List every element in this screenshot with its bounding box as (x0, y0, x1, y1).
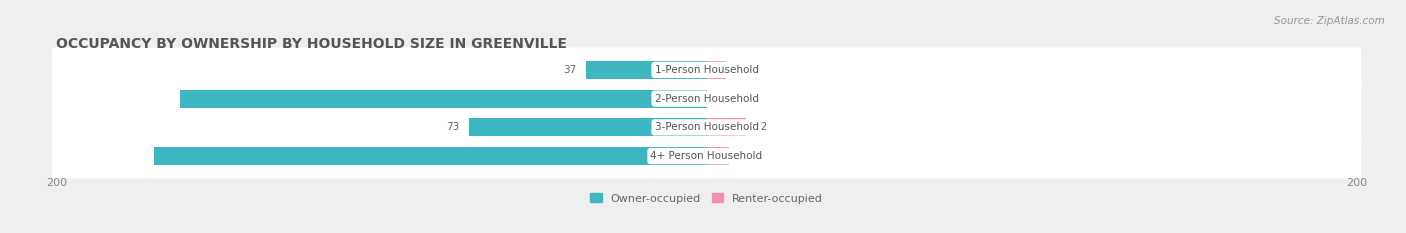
Bar (707, 61, 725, 79)
Text: Source: ZipAtlas.com: Source: ZipAtlas.com (1274, 16, 1385, 26)
Bar (707, 147, 730, 165)
Bar (586, 61, 707, 79)
Bar (470, 118, 707, 136)
Text: 37: 37 (564, 65, 576, 75)
Text: 1-Person Household: 1-Person Household (655, 65, 758, 75)
Text: 73: 73 (446, 122, 460, 132)
Bar (180, 90, 707, 108)
Text: 7: 7 (740, 151, 745, 161)
Bar (153, 147, 707, 165)
FancyBboxPatch shape (52, 105, 1361, 150)
Text: 6: 6 (735, 65, 742, 75)
Text: 12: 12 (755, 122, 769, 132)
Text: 162: 162 (681, 94, 702, 104)
FancyBboxPatch shape (52, 48, 1361, 92)
FancyBboxPatch shape (52, 76, 1361, 121)
Text: 0: 0 (716, 94, 723, 104)
Text: 4+ Person Household: 4+ Person Household (651, 151, 762, 161)
FancyBboxPatch shape (52, 134, 1361, 178)
Legend: Owner-occupied, Renter-occupied: Owner-occupied, Renter-occupied (591, 193, 823, 204)
Text: 3-Person Household: 3-Person Household (655, 122, 758, 132)
Text: 2-Person Household: 2-Person Household (655, 94, 758, 104)
Text: 170: 170 (679, 151, 700, 161)
Bar (707, 118, 745, 136)
Text: OCCUPANCY BY OWNERSHIP BY HOUSEHOLD SIZE IN GREENVILLE: OCCUPANCY BY OWNERSHIP BY HOUSEHOLD SIZE… (56, 37, 567, 51)
